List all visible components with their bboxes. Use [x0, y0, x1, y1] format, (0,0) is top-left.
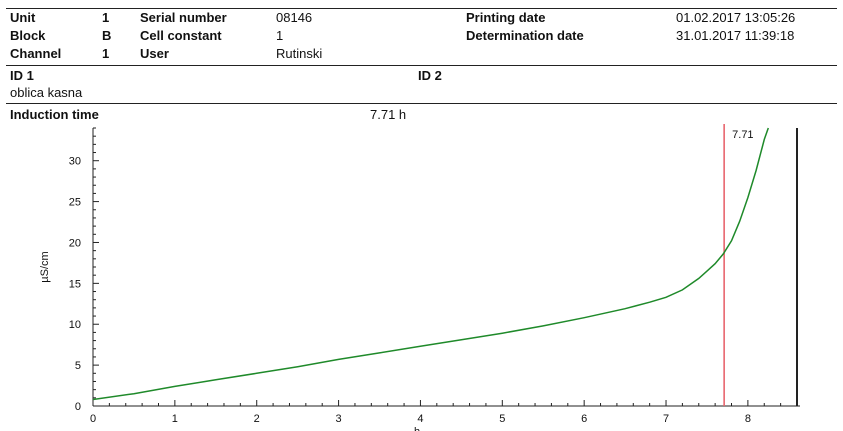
channel-label: Channel [10, 46, 62, 61]
x-tick-label: 6 [581, 413, 587, 425]
block-label: Block [10, 28, 46, 43]
serial-number-value: 08146 [276, 10, 313, 25]
printing-date-value: 01.02.2017 13:05:26 [676, 10, 796, 25]
serial-number-label: Serial number [140, 10, 227, 25]
cell-constant-value: 1 [276, 28, 284, 43]
induction-time-label: Induction time [10, 107, 99, 122]
y-tick-label: 25 [69, 197, 81, 209]
id1-value: oblica kasna [10, 85, 83, 100]
conductivity-curve [93, 127, 770, 401]
x-tick-label: 8 [745, 413, 751, 425]
channel-value: 1 [102, 46, 110, 61]
cell-constant-label: Cell constant [140, 28, 222, 43]
user-label: User [140, 46, 169, 61]
y-tick-label: 20 [69, 237, 81, 249]
printing-date-label: Printing date [466, 10, 546, 25]
unit-label: Unit [10, 10, 36, 25]
x-tick-label: 3 [336, 413, 342, 425]
marker-label: 7.71 [732, 129, 753, 141]
y-tick-label: 5 [75, 360, 81, 372]
x-tick-label: 2 [254, 413, 260, 425]
x-tick-label: 0 [90, 413, 96, 425]
unit-value: 1 [102, 10, 110, 25]
header-top-rule [6, 8, 837, 9]
x-tick-label: 1 [172, 413, 178, 425]
y-tick-label: 0 [75, 401, 81, 413]
y-axis-label: µS/cm [39, 251, 51, 282]
header-bottom-rule [6, 103, 837, 104]
x-axis-label: h [414, 426, 420, 431]
induction-time-value: 7.71 h [370, 107, 407, 122]
user-value: Rutinski [276, 46, 323, 61]
x-tick-label: 5 [499, 413, 505, 425]
y-tick-label: 10 [69, 319, 81, 331]
y-tick-label: 15 [69, 278, 81, 290]
header-mid-rule [6, 65, 837, 66]
determination-date-value: 31.01.2017 11:39:18 [676, 28, 795, 43]
y-tick-label: 30 [69, 156, 81, 168]
x-tick-label: 4 [417, 413, 423, 425]
x-tick-label: 7 [663, 413, 669, 425]
determination-date-label: Determination date [466, 28, 584, 43]
conductivity-chart: 0 5 10 15 20 25 30 0 1 2 3 4 5 6 7 8 h µS/cm 7.71 [39, 124, 800, 431]
id1-label: ID 1 [10, 68, 34, 83]
id2-label: ID 2 [418, 68, 442, 83]
block-value: B [102, 28, 112, 43]
